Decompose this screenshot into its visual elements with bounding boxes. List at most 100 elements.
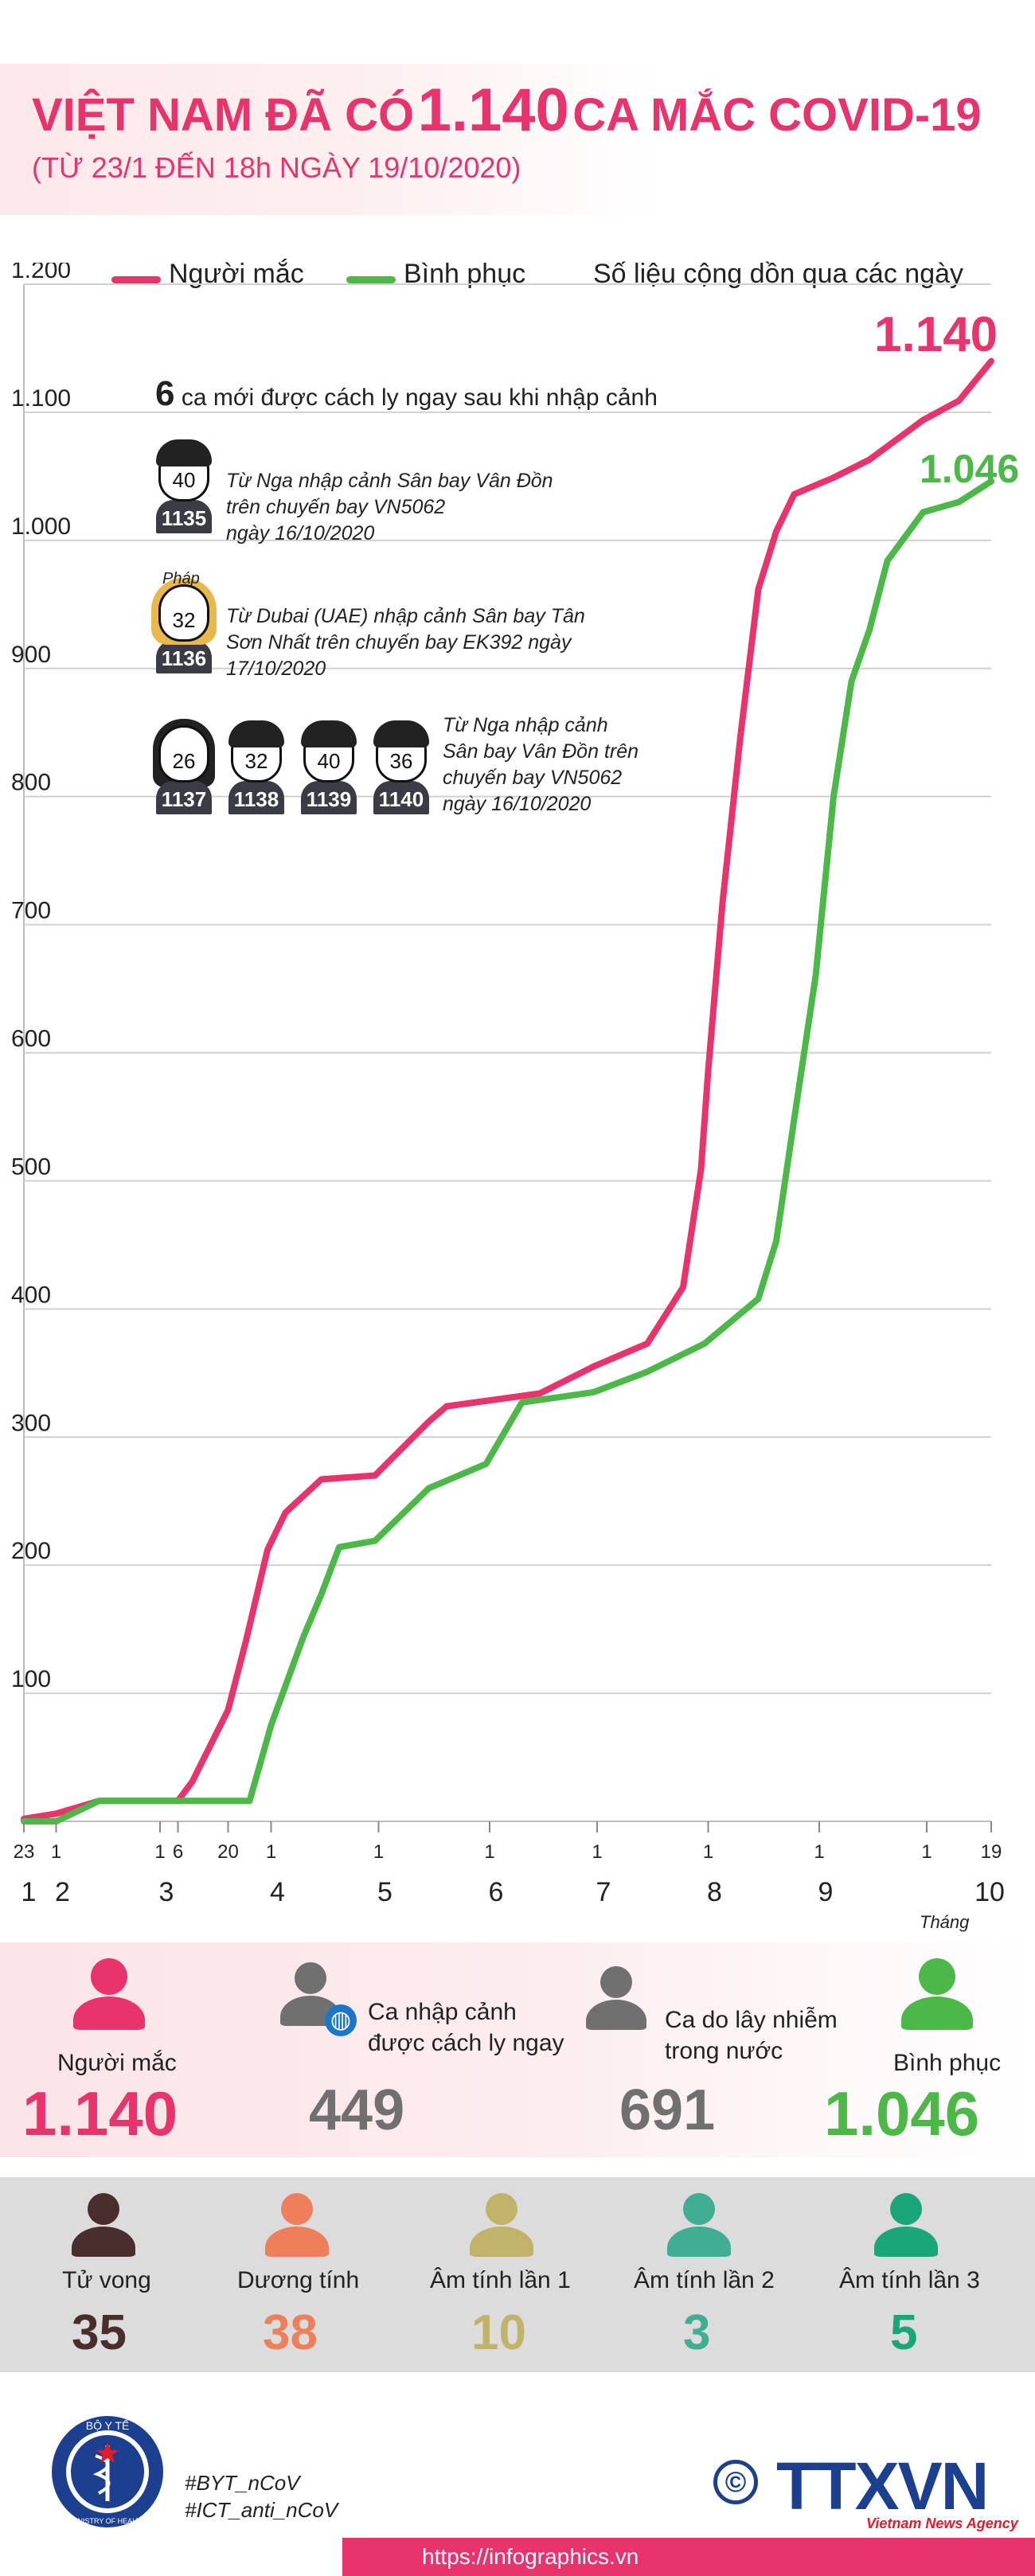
patient-face: [158, 584, 209, 642]
summary-label: Người mắc: [57, 2050, 177, 2076]
desc-line: Từ Dubai (UAE) nhập cảnh Sân bay Tân: [226, 605, 585, 627]
new-cases-headline: 6 ca mới được cách ly ngay sau khi nhập …: [155, 374, 658, 414]
patient-body: [156, 781, 212, 814]
summary-label: Tử vong: [62, 2267, 151, 2293]
person-icon: [586, 1966, 646, 2030]
desc-line: 17/10/2020: [226, 658, 326, 680]
y-tick-label: 200: [11, 1538, 51, 1564]
patient-avatar: 1136 32: [151, 578, 217, 675]
summary-value-negative-1: 10: [471, 2305, 526, 2360]
x-day-label: 23: [14, 1841, 35, 1863]
x-day-label: 1: [51, 1841, 61, 1863]
y-axis-ticks: 1.200 1.100 1.000 900 800 700 600 500 400 300 200 1…: [11, 263, 71, 1692]
person-body: [874, 2227, 938, 2257]
month-prefix: Tháng: [920, 1912, 970, 1932]
x-month-label: 10: [974, 1877, 1005, 1907]
hashtag: #ICT_anti_nCoV: [185, 2498, 338, 2522]
patient-id: 1136: [161, 646, 207, 670]
person-head: [683, 2193, 715, 2225]
patient-avatar: 1139 40: [301, 720, 357, 816]
person-icon: [874, 2193, 938, 2258]
x-day-label: 1: [154, 1841, 165, 1863]
patient-hair: [228, 720, 284, 747]
patient-age: 40: [172, 468, 196, 492]
legend-cases-swatch: [111, 276, 161, 283]
patient-id: 1138: [233, 787, 279, 811]
person-body: [470, 2227, 533, 2257]
x-month-label: 6: [489, 1877, 504, 1907]
ministry-of-health-logo: BỘ Y TẾ MINISTRY OF HEALTH: [52, 2416, 163, 2527]
y-tick-label: 900: [11, 642, 51, 668]
summary-value-recovered: 1.046: [824, 2078, 980, 2149]
person-icon: [265, 2193, 329, 2258]
new-cases-count: 6: [155, 374, 175, 413]
hashtag: #BYT_nCoV: [185, 2471, 300, 2495]
x-axis-ticks: 23 1 1 6 20 1 1 1 1 1 1 1 191 2 3 4 5 6 7 8 9 10: [14, 1821, 1005, 1907]
summary-top-band: [0, 1942, 1035, 2157]
summary-label: Ca nhập cảnh được cách ly ngay: [368, 1999, 564, 2056]
patient-id: 1139: [306, 787, 352, 811]
cases-end-label: 1.140: [874, 307, 998, 362]
y-tick-label: 1.200: [11, 263, 71, 283]
summary-label: Âm tính lần 3: [839, 2267, 980, 2293]
person-icon: [72, 2193, 135, 2258]
legend-recovered-swatch: [346, 276, 396, 283]
x-day-label: 6: [173, 1841, 183, 1863]
desc-line: trên chuyến bay VN5062: [226, 496, 446, 518]
patient-hair: [301, 720, 357, 747]
patient-avatar: 1138 32: [228, 720, 284, 816]
title-suffix: CA MẮC COVID-19: [572, 89, 982, 141]
person-body: [586, 2000, 646, 2030]
desc-line: Sân bay Vân Đồn trên: [443, 740, 639, 763]
x-month-label: 9: [818, 1877, 834, 1907]
summary-value-domestic: 691: [619, 2078, 716, 2142]
summary-value-negative-2: 3: [683, 2305, 711, 2360]
summary-label: Dương tính: [237, 2267, 360, 2293]
summary-bottom-band: [0, 2177, 1035, 2372]
logo-top-text: BỘ Y TẾ: [86, 2419, 129, 2432]
desc-line: Từ Nga nhập cảnh Sân bay Vân Đồn: [226, 470, 553, 492]
agency-subtitle: Vietnam News Agency: [866, 2516, 1018, 2531]
person-head: [88, 2193, 119, 2225]
header-band: [0, 64, 653, 215]
x-day-label: 1: [373, 1841, 384, 1863]
x-day-label: 1: [814, 1841, 824, 1863]
patient-id: 1137: [161, 787, 207, 811]
desc-line: Từ Nga nhập cảnh: [443, 714, 608, 736]
x-day-label: 1: [484, 1841, 494, 1863]
y-tick-label: 800: [11, 770, 51, 796]
page-title: VIỆT NAM ĐÃ CÓ 1.140 CA MẮC COVID-19: [32, 76, 982, 145]
logo-bottom-text: MINISTRY OF HEALTH: [69, 2517, 145, 2525]
patient-avatar: 1140 36: [373, 720, 429, 816]
cases-line: [21, 357, 994, 1822]
x-month-label: 3: [159, 1877, 174, 1907]
title-prefix: VIỆT NAM ĐÃ CÓ: [32, 89, 415, 141]
person-head: [486, 2193, 518, 2225]
y-tick-label: 700: [11, 898, 51, 924]
patient-avatar: 1135 40: [156, 439, 212, 535]
person-body: [73, 1996, 145, 2030]
x-month-label: 2: [55, 1877, 70, 1907]
group-2-description: Từ Dubai (UAE) nhập cảnh Sân bay Tân Sơn…: [226, 603, 585, 682]
patient-age: 40: [317, 749, 341, 773]
summary-label: Âm tính lần 1: [430, 2267, 571, 2293]
patient-age: 26: [172, 749, 196, 773]
grid-layer: [23, 283, 991, 1822]
title-number: 1.140: [417, 76, 569, 144]
desc-line: chuyến bay VN5062: [443, 767, 623, 789]
person-head: [890, 2193, 922, 2225]
person-icon: [73, 1958, 145, 2030]
patient-body: [228, 781, 284, 814]
y-tick-label: 400: [11, 1282, 51, 1308]
line-chart: 1.200 1.100 1.000 900 800 700 600 500 400 300 200 1…: [11, 263, 1005, 1907]
recovered-line: [21, 478, 994, 1825]
x-month-label: 1: [21, 1877, 37, 1907]
summary-value-imported: 449: [309, 2078, 405, 2142]
person-icon: [470, 2193, 533, 2258]
person-icon: [901, 1958, 973, 2030]
series-layer: [21, 357, 994, 1825]
summary-value-positive: 38: [263, 2305, 318, 2360]
website-link[interactable]: https://infographics.vn: [422, 2544, 639, 2569]
subtitle: (TỪ 23/1 ĐẾN 18h NGÀY 19/10/2020): [32, 151, 521, 184]
patient-body: [156, 640, 212, 673]
